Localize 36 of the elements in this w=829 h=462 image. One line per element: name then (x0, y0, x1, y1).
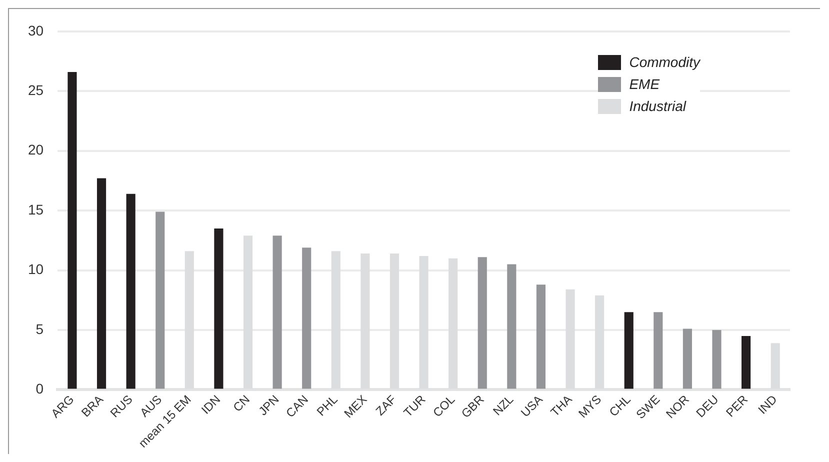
bar (214, 228, 224, 389)
x-tick-label: JPN (256, 392, 282, 418)
x-tick-label: USA (518, 392, 546, 420)
bar (156, 212, 165, 389)
y-tick-label: 10 (28, 261, 44, 278)
bar (68, 72, 77, 389)
bar (712, 330, 722, 389)
y-tick-label: 15 (28, 201, 44, 218)
x-tick-label: IND (755, 392, 780, 417)
bar (126, 194, 136, 389)
x-tick-label: TUR (400, 392, 428, 420)
bar (536, 284, 546, 389)
x-tick-label: THA (548, 392, 575, 420)
bar (654, 312, 663, 389)
bar (624, 312, 634, 389)
bar (682, 328, 692, 389)
bar (302, 248, 312, 389)
x-tick-label: PHL (314, 392, 341, 419)
bar (507, 264, 516, 389)
bar (742, 336, 751, 389)
x-tick-label: COL (430, 392, 458, 420)
legend-label: Commodity (629, 54, 700, 70)
bar (478, 257, 487, 389)
y-tick-label: 5 (36, 320, 44, 337)
bar (96, 178, 106, 389)
x-tick-label: NZL (490, 392, 516, 418)
x-tick-label: CHL (606, 392, 634, 420)
legend-label: Industrial (629, 98, 686, 114)
legend-label: EME (629, 76, 660, 92)
x-tick-label: IDN (198, 392, 224, 417)
y-tick-label: 20 (28, 142, 44, 158)
y-tick-label: 0 (36, 380, 44, 397)
y-tick-label: 30 (28, 22, 44, 38)
bar (272, 236, 282, 389)
x-tick-label: CN (230, 392, 252, 415)
y-tick-label: 25 (28, 82, 44, 98)
